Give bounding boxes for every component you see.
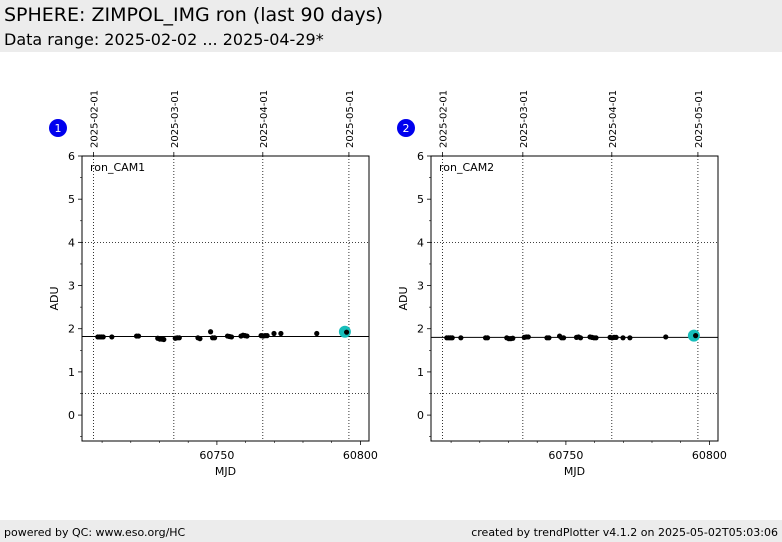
panel-number-badge (397, 119, 415, 137)
date-tick-label: 2025-04-01 (259, 90, 270, 148)
date-tick-label: 2025-03-01 (519, 90, 530, 148)
x-tick-label: 60800 (692, 449, 727, 462)
y-tick-label: 0 (417, 409, 424, 422)
data-point (211, 335, 218, 341)
y-tick-label: 5 (417, 193, 424, 206)
data-point (135, 333, 142, 339)
panel-number-text: 1 (55, 122, 62, 135)
y-axis-label: ADU (397, 286, 410, 310)
date-tick-label: 2025-02-01 (89, 90, 100, 148)
plot-frame (430, 155, 719, 442)
charts-svg: 2025-02-01 2025-03-01 2025-04-01 2025-05-01… (48, 90, 727, 478)
data-point (161, 336, 167, 343)
date-tick-label: 2025-03-01 (170, 90, 181, 148)
y-tick-label: 6 (417, 150, 424, 163)
data-point (560, 335, 567, 341)
panel-number-text: 2 (403, 122, 410, 135)
data-point (449, 335, 455, 341)
data-point (458, 335, 464, 341)
data-point (525, 334, 531, 340)
x-tick-label: 60750 (199, 449, 234, 462)
date-tick-label: 2025-02-01 (438, 90, 449, 148)
data-point (207, 329, 214, 335)
x-axis-label: MJD (215, 465, 236, 478)
data-point (510, 335, 516, 341)
data-point (546, 335, 552, 341)
data-point (176, 335, 182, 341)
data-point (314, 330, 320, 337)
data-point (228, 334, 235, 340)
x-tick-label: 60800 (343, 449, 378, 462)
data-point (271, 330, 277, 337)
series-label: ron_CAM2 (439, 161, 494, 174)
panel-number-badge (49, 119, 67, 137)
page-subtitle: Data range: 2025-02-02 ... 2025-04-29* (4, 30, 324, 49)
header-bar: SPHERE: ZIMPOL_IMG ron (last 90 days) Da… (0, 0, 782, 52)
data-point (109, 334, 115, 340)
y-tick-label: 4 (417, 236, 424, 249)
footer-generated-info: created by trendPlotter v4.1.2 on 2025-0… (471, 526, 778, 539)
data-point (244, 333, 250, 339)
x-tick-label: 60750 (548, 449, 583, 462)
data-point (627, 335, 633, 341)
y-tick-label: 2 (68, 323, 75, 336)
footer-credit-link[interactable]: powered by QC: www.eso.org/HC (4, 526, 186, 539)
data-point (693, 333, 699, 339)
data-point (484, 335, 491, 341)
y-tick-label: 4 (68, 236, 75, 249)
data-point (100, 334, 106, 340)
footer-bar: powered by QC: www.eso.org/HC created by… (0, 520, 782, 542)
y-tick-label: 5 (68, 193, 75, 206)
data-point (620, 335, 626, 341)
y-tick-label: 2 (417, 323, 424, 336)
date-tick-label: 2025-05-01 (694, 90, 705, 148)
data-point (344, 329, 350, 335)
charts-area: 2025-02-01 2025-03-01 2025-04-01 2025-05-01… (0, 52, 782, 520)
y-tick-label: 3 (68, 280, 75, 293)
data-point (278, 330, 284, 337)
y-tick-label: 1 (417, 366, 424, 379)
data-point (613, 334, 619, 340)
date-tick-label: 2025-04-01 (608, 90, 619, 148)
x-axis-label: MJD (564, 465, 585, 478)
plot-frame (81, 155, 370, 442)
y-tick-label: 3 (417, 280, 424, 293)
series-label: ron_CAM1 (90, 161, 145, 174)
y-axis-label: ADU (48, 286, 61, 310)
data-point (197, 336, 203, 342)
y-tick-label: 1 (68, 366, 75, 379)
data-point (577, 335, 584, 341)
y-tick-label: 0 (68, 409, 75, 422)
page-title: SPHERE: ZIMPOL_IMG ron (last 90 days) (4, 4, 384, 26)
y-tick-label: 6 (68, 150, 75, 163)
data-point (663, 334, 669, 340)
date-tick-label: 2025-05-01 (345, 90, 356, 148)
data-point (593, 335, 599, 341)
data-point (264, 333, 270, 339)
